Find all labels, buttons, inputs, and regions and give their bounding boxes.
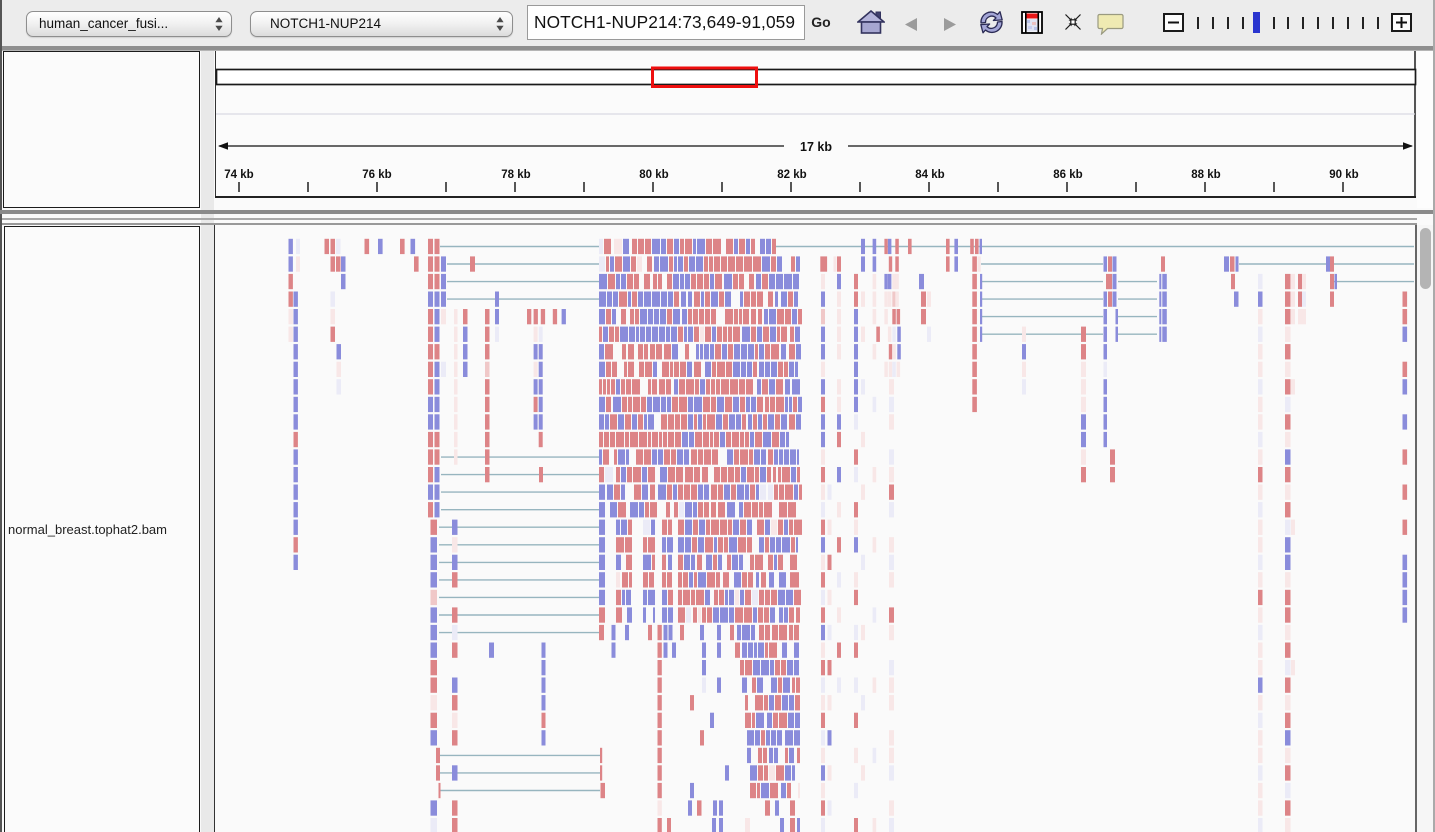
svg-text:76 kb: 76 kb xyxy=(362,169,391,181)
svg-text:17 kb: 17 kb xyxy=(800,140,832,154)
svg-text:84 kb: 84 kb xyxy=(915,169,944,181)
svg-text:86 kb: 86 kb xyxy=(1053,169,1082,181)
svg-text:90 kb: 90 kb xyxy=(1329,169,1358,181)
svg-text:80 kb: 80 kb xyxy=(639,169,668,181)
svg-text:74 kb: 74 kb xyxy=(224,169,253,181)
svg-text:82 kb: 82 kb xyxy=(777,169,806,181)
svg-text:78 kb: 78 kb xyxy=(501,169,530,181)
svg-text:88 kb: 88 kb xyxy=(1191,169,1220,181)
